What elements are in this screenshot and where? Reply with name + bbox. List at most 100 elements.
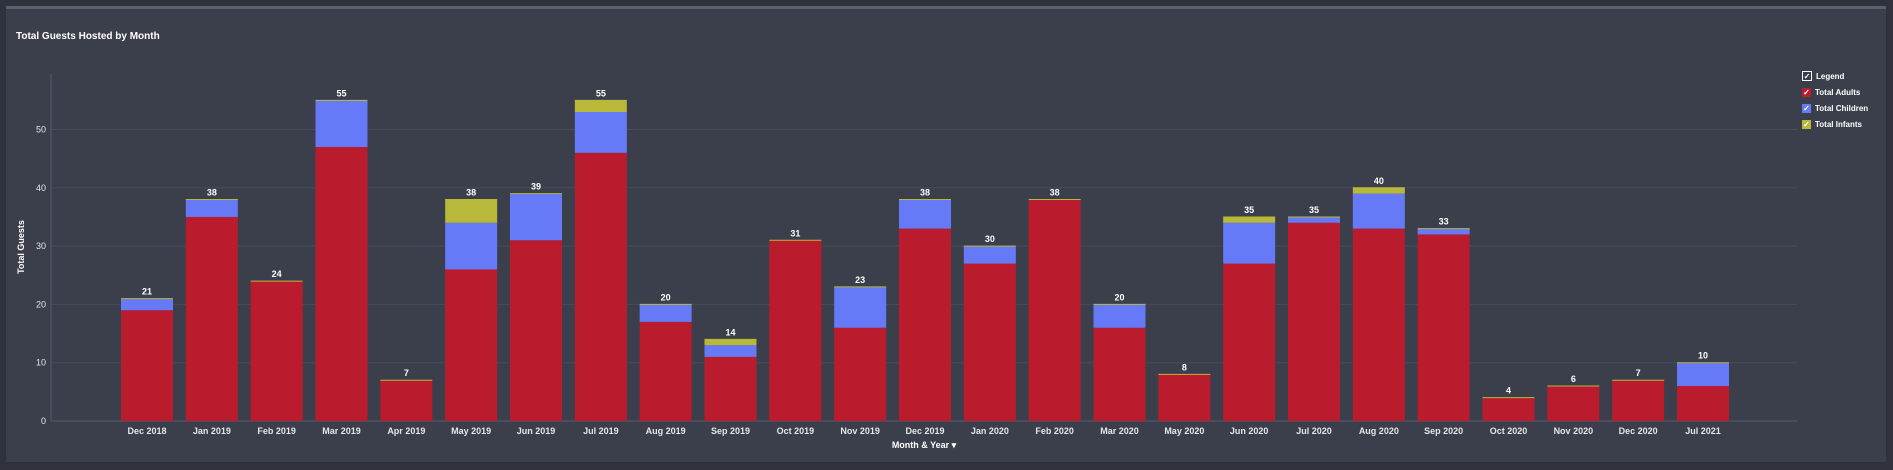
bar-segment-total-adults xyxy=(1223,263,1276,421)
y-axis-title: Total Guests xyxy=(16,220,26,274)
x-tick-label: Mar 2019 xyxy=(322,426,361,436)
bar-segment-total-adults xyxy=(574,152,627,421)
check-icon: ✓ xyxy=(1803,119,1810,129)
x-tick-label: Dec 2018 xyxy=(127,426,166,436)
y-tick-label: 40 xyxy=(36,183,46,193)
data-label: 14 xyxy=(725,327,735,337)
legend-item-total-infants[interactable]: ✓ Total Infants xyxy=(1802,116,1868,132)
legend: ✓ Legend ✓ Total Adults ✓ Total Children… xyxy=(1802,68,1868,132)
y-tick-label: 10 xyxy=(36,358,46,368)
bar-segment-total-adults xyxy=(1547,386,1600,421)
check-icon: ✓ xyxy=(1803,71,1811,81)
bar-segment-total-children xyxy=(1677,362,1729,387)
bar-segment-total-children xyxy=(445,222,498,270)
bar-segment-total-children xyxy=(963,246,1016,264)
x-tick-label: Mar 2020 xyxy=(1100,426,1139,436)
x-tick-label: Apr 2019 xyxy=(387,426,425,436)
data-label: 38 xyxy=(1050,187,1060,197)
data-label: 35 xyxy=(1244,205,1254,215)
bar-segment-total-children xyxy=(1352,193,1405,229)
x-tick-label: Oct 2020 xyxy=(1490,426,1528,436)
data-label: 31 xyxy=(790,228,800,238)
bar-segment-total-adults xyxy=(1028,199,1081,421)
x-tick-label: Nov 2019 xyxy=(840,426,880,436)
data-label: 21 xyxy=(142,287,152,297)
data-label: 23 xyxy=(855,275,865,285)
bar-segment-total-adults xyxy=(1612,380,1665,421)
legend-label-children: Total Children xyxy=(1815,103,1869,113)
data-label: 55 xyxy=(336,88,346,98)
bar-segment-total-adults xyxy=(185,216,238,421)
x-tick-label: Aug 2019 xyxy=(646,426,686,436)
bar-segment-total-adults xyxy=(769,240,822,421)
x-tick-label: Aug 2020 xyxy=(1359,426,1399,436)
bar-segment-total-adults xyxy=(380,380,433,421)
bar-segment-total-adults xyxy=(704,356,757,421)
data-label: 7 xyxy=(404,368,409,378)
x-tick-label: Jan 2019 xyxy=(193,426,231,436)
x-tick-label: May 2020 xyxy=(1164,426,1204,436)
bar-segment-total-adults xyxy=(899,228,951,421)
bar-segment-total-children xyxy=(185,199,238,217)
data-label: 38 xyxy=(920,187,930,197)
bar-segment-total-adults xyxy=(250,281,303,421)
legend-checkbox-children[interactable]: ✓ xyxy=(1802,103,1811,113)
x-tick-label: Dec 2019 xyxy=(905,426,944,436)
legend-toggle-checkbox[interactable]: ✓ xyxy=(1802,71,1812,81)
legend-header[interactable]: ✓ Legend xyxy=(1802,68,1868,84)
legend-checkbox-adults[interactable]: ✓ xyxy=(1802,87,1811,97)
data-label: 8 xyxy=(1182,362,1187,372)
bar-segment-total-children xyxy=(121,298,173,311)
legend-label-adults: Total Adults xyxy=(1815,87,1861,97)
bar-segment-total-infants xyxy=(1223,216,1276,223)
bar-segment-total-children xyxy=(510,193,562,241)
x-tick-label: Jul 2019 xyxy=(583,426,619,436)
bar-segment-total-children xyxy=(834,286,887,328)
data-label: 38 xyxy=(207,187,217,197)
data-label: 24 xyxy=(272,269,282,279)
data-label: 33 xyxy=(1439,217,1449,227)
x-tick-label: Feb 2019 xyxy=(257,426,296,436)
data-label: 40 xyxy=(1374,176,1384,186)
bar-segment-total-adults xyxy=(445,269,498,421)
check-icon: ✓ xyxy=(1803,87,1810,97)
y-tick-label: 30 xyxy=(36,241,46,251)
bar-segment-total-children xyxy=(1288,216,1340,223)
bar-segment-total-adults xyxy=(315,146,368,422)
bar-segment-total-children xyxy=(899,199,951,229)
data-label: 38 xyxy=(466,187,476,197)
x-tick-label: Jan 2020 xyxy=(971,426,1009,436)
data-label: 20 xyxy=(661,292,671,302)
legend-label-infants: Total Infants xyxy=(1815,119,1862,129)
data-label: 10 xyxy=(1698,351,1708,361)
data-label: 6 xyxy=(1571,374,1576,384)
legend-item-total-adults[interactable]: ✓ Total Adults xyxy=(1802,84,1868,100)
x-tick-label: Jun 2019 xyxy=(517,426,556,436)
bar-segment-total-adults xyxy=(1093,327,1146,421)
bar-segment-total-adults xyxy=(510,240,562,421)
bar-segment-total-adults xyxy=(1158,374,1211,421)
x-tick-label: Nov 2020 xyxy=(1554,426,1594,436)
check-icon: ✓ xyxy=(1803,103,1810,113)
legend-header-label: Legend xyxy=(1816,71,1845,81)
x-tick-label: Dec 2020 xyxy=(1619,426,1658,436)
legend-checkbox-infants[interactable]: ✓ xyxy=(1802,119,1811,129)
data-label: 30 xyxy=(985,234,995,244)
data-label: 20 xyxy=(1114,292,1124,302)
bar-segment-total-children xyxy=(639,304,692,322)
bar-segment-total-adults xyxy=(121,310,173,421)
bar-segment-total-infants xyxy=(1352,187,1405,194)
bar-segment-total-adults xyxy=(1352,228,1405,421)
y-tick-label: 0 xyxy=(41,416,46,426)
x-tick-label: Jul 2021 xyxy=(1685,426,1721,436)
bar-segment-total-infants xyxy=(574,100,627,113)
chart-title: Total Guests Hosted by Month xyxy=(16,31,160,42)
x-tick-label: May 2019 xyxy=(451,426,491,436)
x-tick-label: Feb 2020 xyxy=(1035,426,1074,436)
legend-item-total-children[interactable]: ✓ Total Children xyxy=(1802,100,1868,116)
bar-segment-total-infants xyxy=(445,199,498,223)
y-tick-label: 50 xyxy=(36,125,46,135)
x-tick-label: Sep 2019 xyxy=(711,426,750,436)
data-label: 35 xyxy=(1309,205,1319,215)
data-label: 7 xyxy=(1636,368,1641,378)
